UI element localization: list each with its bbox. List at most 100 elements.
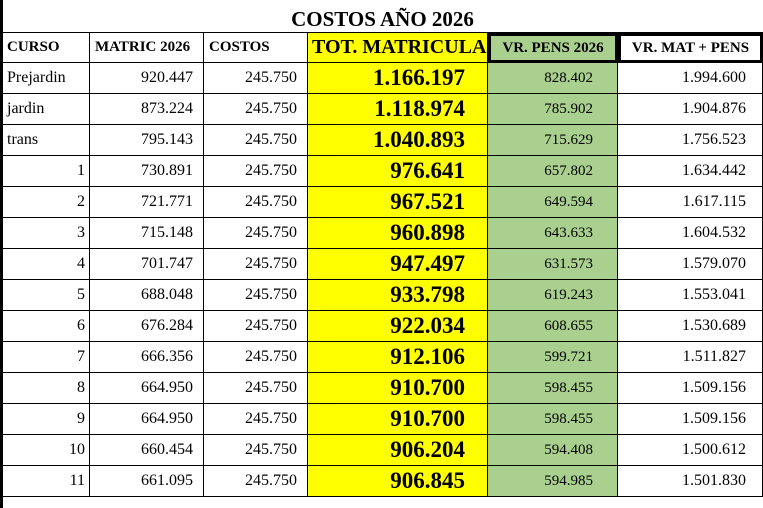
cell-vr-mat-pens[interactable]: 1.904.876	[618, 94, 763, 125]
cell-matric-2026[interactable]: 730.891	[90, 156, 204, 187]
sheet-title[interactable]: COSTOS AÑO 2026	[2, 6, 763, 33]
cell-matric-2026[interactable]: 661.095	[90, 466, 204, 497]
cell-tot-matricula[interactable]: 947.497	[308, 249, 488, 280]
cell-vr-mat-pens[interactable]: 1.530.689	[618, 311, 763, 342]
cell-matric-2026[interactable]: 660.454	[90, 435, 204, 466]
cell-costos[interactable]: 245.750	[204, 466, 308, 497]
table-row: 11 661.095 245.750 906.845 594.985 1.501.830	[0, 466, 763, 497]
cell-tot-matricula[interactable]: 1.118.974	[308, 94, 488, 125]
cell-tot-matricula[interactable]: 976.641	[308, 156, 488, 187]
cell-vr-pens-2026[interactable]: 649.594	[488, 187, 618, 218]
table-row: 5 688.048 245.750 933.798 619.243 1.553.041	[0, 280, 763, 311]
cell-matric-2026[interactable]: 721.771	[90, 187, 204, 218]
cell-costos[interactable]: 245.750	[204, 249, 308, 280]
cell-matric-2026[interactable]: 664.950	[90, 404, 204, 435]
cell-curso[interactable]: 10	[2, 435, 90, 466]
cell-tot-matricula[interactable]: 967.521	[308, 187, 488, 218]
cell-tot-matricula[interactable]: 910.700	[308, 373, 488, 404]
cell-curso[interactable]: 2	[2, 187, 90, 218]
header-vr-mat-pens[interactable]: VR. MAT + PENS	[618, 33, 763, 63]
cell-matric-2026[interactable]: 664.950	[90, 373, 204, 404]
table-row: 4 701.747 245.750 947.497 631.573 1.579.070	[0, 249, 763, 280]
cell-tot-matricula[interactable]: 906.845	[308, 466, 488, 497]
cell-vr-pens-2026[interactable]: 715.629	[488, 125, 618, 156]
cell-vr-mat-pens[interactable]: 1.501.830	[618, 466, 763, 497]
cell-vr-mat-pens[interactable]: 1.553.041	[618, 280, 763, 311]
cell-tot-matricula[interactable]: 910.700	[308, 404, 488, 435]
cell-curso[interactable]: 6	[2, 311, 90, 342]
cell-vr-mat-pens[interactable]: 1.511.827	[618, 342, 763, 373]
cell-curso[interactable]: trans	[2, 125, 90, 156]
header-tot-matricula[interactable]: TOT. MATRICULA	[308, 33, 488, 63]
cell-vr-pens-2026[interactable]: 599.721	[488, 342, 618, 373]
cell-vr-pens-2026[interactable]: 785.902	[488, 94, 618, 125]
cell-costos[interactable]: 245.750	[204, 63, 308, 94]
cell-vr-mat-pens[interactable]: 1.579.070	[618, 249, 763, 280]
cell-vr-pens-2026[interactable]: 608.655	[488, 311, 618, 342]
cell-curso[interactable]: jardin	[2, 94, 90, 125]
cell-costos[interactable]: 245.750	[204, 218, 308, 249]
cell-vr-mat-pens[interactable]: 1.604.532	[618, 218, 763, 249]
cell-costos[interactable]: 245.750	[204, 342, 308, 373]
cell-curso[interactable]: 7	[2, 342, 90, 373]
cell-matric-2026[interactable]: 715.148	[90, 218, 204, 249]
cell-tot-matricula[interactable]: 922.034	[308, 311, 488, 342]
cell-vr-pens-2026[interactable]: 657.802	[488, 156, 618, 187]
header-costos[interactable]: COSTOS	[204, 33, 308, 63]
cell-matric-2026[interactable]: 873.224	[90, 94, 204, 125]
cell-tot-matricula[interactable]: 1.166.197	[308, 63, 488, 94]
cell-matric-2026[interactable]: 920.447	[90, 63, 204, 94]
cell-tot-matricula[interactable]: 933.798	[308, 280, 488, 311]
cell-matric-2026[interactable]: 666.356	[90, 342, 204, 373]
cell-costos[interactable]: 245.750	[204, 94, 308, 125]
cell-vr-mat-pens[interactable]: 1.634.442	[618, 156, 763, 187]
cell-costos[interactable]: 245.750	[204, 311, 308, 342]
cell-costos[interactable]: 245.750	[204, 435, 308, 466]
cell-matric-2026[interactable]: 688.048	[90, 280, 204, 311]
cell-vr-mat-pens[interactable]: 1.509.156	[618, 404, 763, 435]
cell-vr-mat-pens[interactable]: 1.509.156	[618, 373, 763, 404]
cell-vr-pens-2026[interactable]: 631.573	[488, 249, 618, 280]
cell-curso[interactable]: Prejardin	[2, 63, 90, 94]
cell-tot-matricula[interactable]: 912.106	[308, 342, 488, 373]
cell-vr-pens-2026[interactable]: 643.633	[488, 218, 618, 249]
header-vr-pens-2026[interactable]: VR. PENS 2026	[488, 33, 618, 63]
cell-costos[interactable]: 245.750	[204, 125, 308, 156]
cell-costos[interactable]: 245.750	[204, 404, 308, 435]
cell-costos[interactable]: 245.750	[204, 156, 308, 187]
cell-vr-pens-2026[interactable]: 598.455	[488, 373, 618, 404]
cell-vr-mat-pens[interactable]: 1.994.600	[618, 63, 763, 94]
title-row: COSTOS AÑO 2026	[0, 6, 763, 33]
cell-vr-mat-pens[interactable]: 1.500.612	[618, 435, 763, 466]
cell-tot-matricula[interactable]: 906.204	[308, 435, 488, 466]
cell-vr-pens-2026[interactable]: 594.408	[488, 435, 618, 466]
cell-vr-mat-pens[interactable]: 1.617.115	[618, 187, 763, 218]
cell-curso[interactable]: 5	[2, 280, 90, 311]
cell-matric-2026[interactable]: 676.284	[90, 311, 204, 342]
cell-costos[interactable]: 245.750	[204, 280, 308, 311]
cell-matric-2026[interactable]: 701.747	[90, 249, 204, 280]
header-row: CURSO MATRIC 2026 COSTOS TOT. MATRICULA …	[0, 33, 763, 63]
cell-curso[interactable]: 3	[2, 218, 90, 249]
cell-curso[interactable]: 9	[2, 404, 90, 435]
table-row: jardin 873.224 245.750 1.118.974 785.902 1.90…	[0, 94, 763, 125]
cell-curso[interactable]: 8	[2, 373, 90, 404]
cell-tot-matricula[interactable]: 1.040.893	[308, 125, 488, 156]
cell-vr-mat-pens[interactable]: 1.756.523	[618, 125, 763, 156]
cell-curso[interactable]: 11	[2, 466, 90, 497]
cell-tot-matricula[interactable]: 960.898	[308, 218, 488, 249]
cell-matric-2026[interactable]: 795.143	[90, 125, 204, 156]
cell-costos[interactable]: 245.750	[204, 187, 308, 218]
table-row: 6 676.284 245.750 922.034 608.655 1.530.689	[0, 311, 763, 342]
table-row: 2 721.771 245.750 967.521 649.594 1.617.115	[0, 187, 763, 218]
table-row: 9 664.950 245.750 910.700 598.455 1.509.156	[0, 404, 763, 435]
cell-curso[interactable]: 4	[2, 249, 90, 280]
cell-vr-pens-2026[interactable]: 594.985	[488, 466, 618, 497]
cell-costos[interactable]: 245.750	[204, 373, 308, 404]
cell-curso[interactable]: 1	[2, 156, 90, 187]
header-matric-2026[interactable]: MATRIC 2026	[90, 33, 204, 63]
cell-vr-pens-2026[interactable]: 619.243	[488, 280, 618, 311]
header-curso[interactable]: CURSO	[2, 33, 90, 63]
cell-vr-pens-2026[interactable]: 598.455	[488, 404, 618, 435]
cell-vr-pens-2026[interactable]: 828.402	[488, 63, 618, 94]
